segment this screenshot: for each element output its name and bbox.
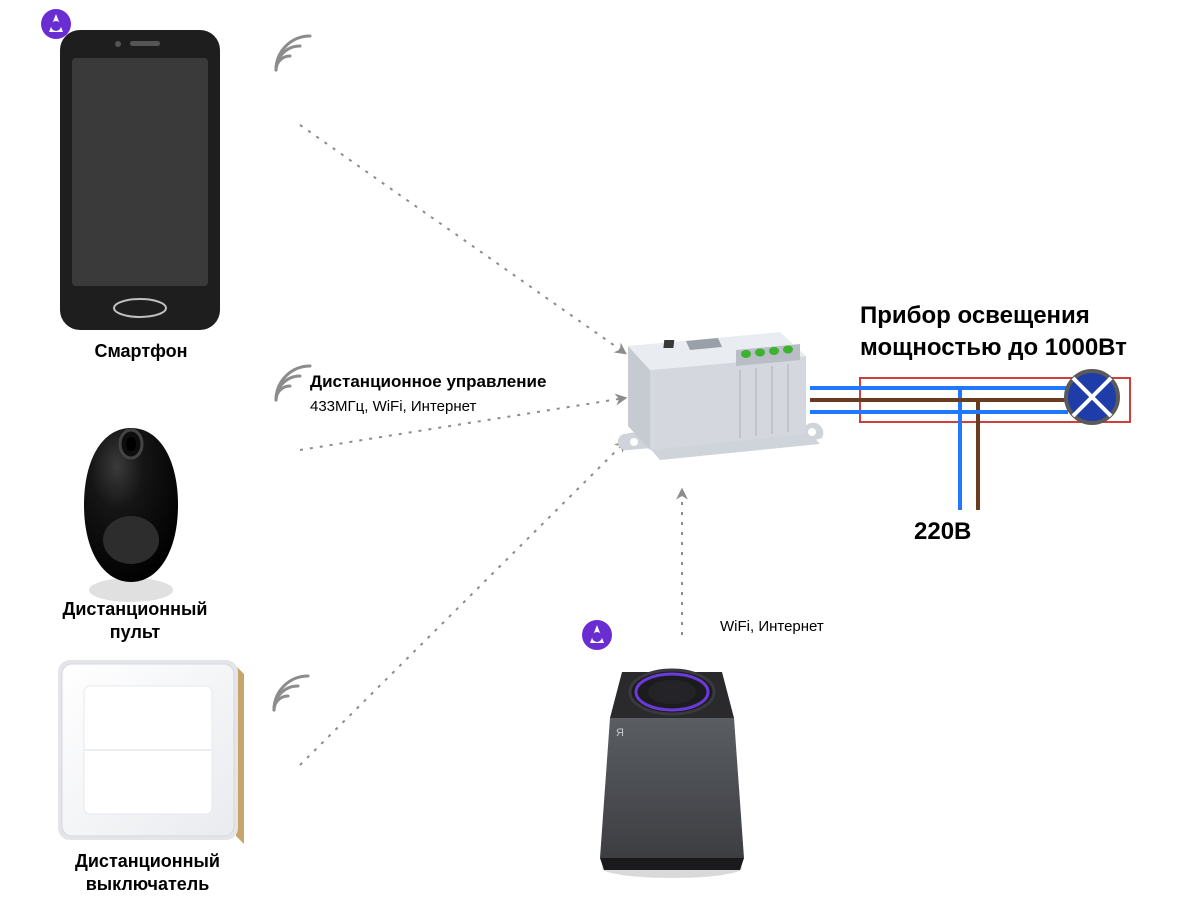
wifi-icon-fob	[276, 366, 310, 400]
smartphone-icon	[60, 30, 220, 330]
alice-badge-phone	[41, 9, 71, 39]
wire-frame-red	[860, 378, 1130, 422]
wire-brown	[810, 400, 1068, 510]
keyfob-icon	[84, 428, 178, 602]
lamp-icon	[1066, 371, 1118, 423]
label-speaker-subtitle: WiFi, Интернет	[720, 618, 824, 635]
label-remote-fob: Дистанционный пульт	[35, 598, 235, 643]
label-lighting-device-line2: мощностью до 1000Вт	[860, 332, 1127, 363]
svg-text:Я: Я	[616, 727, 624, 739]
diagram-canvas: Я Смартфон Дистанционный пульт Дистанцио…	[0, 0, 1200, 917]
wallswitch-icon	[58, 660, 244, 844]
wire-blue-top	[810, 388, 1068, 510]
diagram-svg: Я	[0, 0, 1200, 917]
label-lighting-device-line1: Прибор освещения	[860, 300, 1090, 331]
relay-icon	[618, 332, 824, 460]
wifi-icon-switch	[274, 676, 308, 710]
dashed-arrows	[300, 125, 682, 765]
label-voltage: 220В	[914, 518, 971, 546]
wifi-icon-phone	[276, 36, 310, 70]
label-remote-control-subtitle: 433МГц, WiFi, Интернет	[310, 398, 476, 415]
label-remote-control-title: Дистанционное управление	[310, 372, 546, 392]
alice-badge-speaker	[582, 620, 612, 650]
smart-speaker-icon: Я	[600, 670, 744, 878]
label-remote-switch: Дистанционный выключатель	[35, 850, 260, 895]
label-smartphone: Смартфон	[86, 340, 196, 363]
